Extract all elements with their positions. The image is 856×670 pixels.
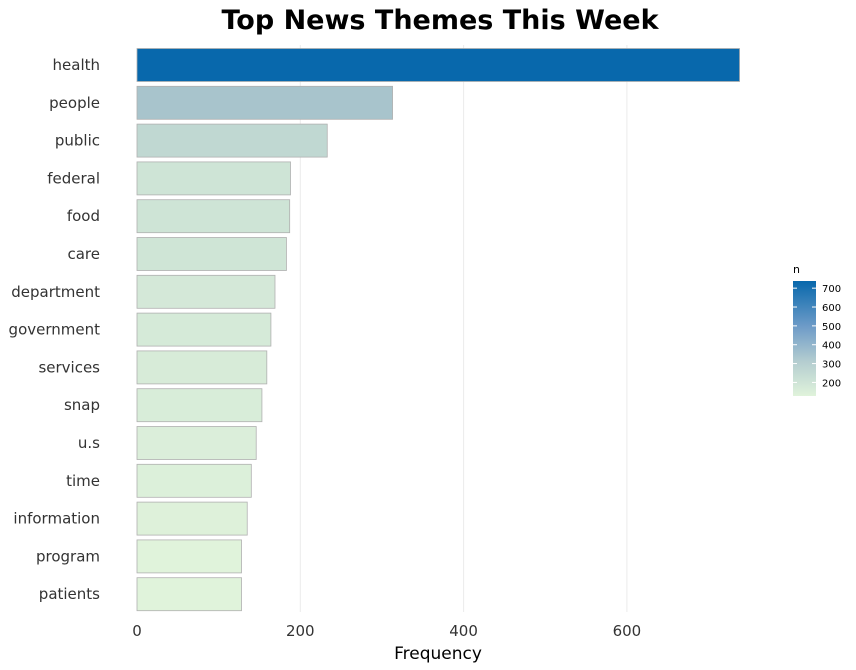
legend-colorbar	[793, 281, 816, 396]
legend-tick-label: 400	[822, 341, 841, 352]
legend-ticks: 200 300 400 500 600 700	[793, 284, 841, 389]
bar-food	[136, 199, 291, 234]
legend: n 200 300 400 500 600 700	[793, 263, 841, 396]
bar-department	[136, 274, 276, 309]
bar-information	[136, 501, 248, 536]
bar-program	[136, 539, 242, 574]
bar-federal	[136, 161, 291, 196]
legend-title: n	[793, 263, 800, 276]
category-labels: health people public federal food care departm…	[9, 56, 101, 603]
category-label: department	[11, 283, 100, 301]
legend-tick-label: 200	[822, 378, 841, 389]
category-label: time	[66, 472, 100, 490]
bar-patients	[136, 577, 242, 612]
legend-tick-label: 600	[822, 303, 841, 314]
category-label: u.s	[78, 434, 100, 452]
bar-government	[136, 312, 272, 347]
legend-tick-label: 500	[822, 322, 841, 333]
category-label: snap	[64, 396, 100, 414]
bar-public	[136, 123, 328, 158]
x-tick-label: 600	[613, 622, 642, 640]
x-tick-label: 200	[286, 622, 315, 640]
chart-title: Top News Themes This Week	[221, 5, 659, 36]
category-label: services	[38, 358, 100, 376]
category-label: food	[67, 207, 100, 225]
category-label: public	[55, 132, 100, 150]
category-label: patients	[39, 585, 100, 603]
bars	[136, 48, 740, 612]
bar-snap	[136, 388, 263, 423]
x-tick-label: 0	[132, 622, 142, 640]
grid	[299, 45, 628, 612]
legend-tick-label: 700	[822, 284, 841, 295]
bar-time	[136, 463, 252, 498]
category-label: people	[49, 94, 100, 112]
category-label: information	[13, 510, 100, 528]
category-label: care	[67, 245, 100, 263]
category-label: program	[36, 547, 100, 565]
legend-tick-label: 300	[822, 360, 841, 371]
bar-u.s	[136, 426, 257, 460]
category-label: federal	[47, 169, 100, 187]
bar-services	[136, 350, 268, 385]
bar-care	[136, 237, 287, 271]
x-axis-title: Frequency	[394, 644, 482, 664]
bar-health	[136, 48, 740, 82]
bar-people	[136, 85, 393, 120]
x-tick-labels: 0 200 400 600	[132, 622, 641, 640]
category-label: health	[53, 56, 100, 74]
category-label: government	[9, 321, 101, 339]
x-tick-label: 400	[449, 622, 478, 640]
